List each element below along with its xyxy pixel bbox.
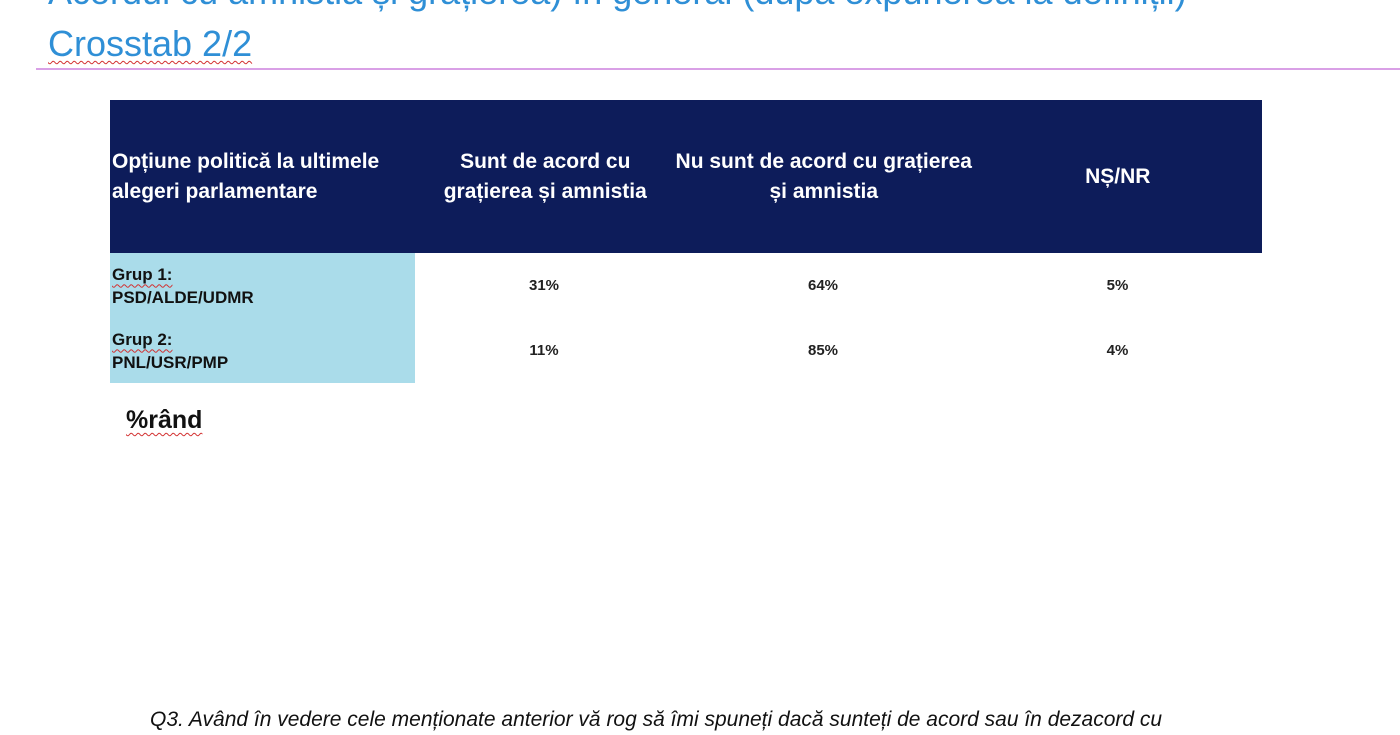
crosstab-table: Opțiune politică la ultimele alegeri par… — [110, 100, 1262, 383]
row-label-parties: PNL/USR/PMP — [112, 352, 229, 372]
slide-title-line-1: Acordul cu amnistia și grațierea) în gen… — [48, 0, 1187, 12]
table-row: Grup 1: PSD/ALDE/UDMR 31% 64% 5% — [110, 253, 1262, 318]
slide-title-line-2: Crosstab 2/2 — [48, 23, 253, 64]
cell-disagree: 85% — [807, 342, 839, 359]
row-label-group: Grup 2: — [112, 329, 173, 349]
table-header-row: Opțiune politică la ultimele alegeri par… — [110, 100, 1262, 253]
row-label-group: Grup 1: — [112, 264, 173, 284]
row-label: Grup 1: PSD/ALDE/UDMR — [110, 253, 415, 318]
cell-dont-know: 4% — [1106, 342, 1129, 359]
cell-agree: 31% — [528, 277, 560, 294]
row-label-parties: PSD/ALDE/UDMR — [112, 287, 254, 307]
cell-disagree: 64% — [807, 277, 839, 294]
header-political-option: Opțiune politică la ultimele alegeri par… — [112, 149, 380, 203]
table-row: Grup 2: PNL/USR/PMP 11% 85% 4% — [110, 318, 1262, 383]
title-divider — [36, 68, 1400, 70]
question-text: Q3. Având în vedere cele menționate ante… — [150, 708, 1163, 731]
header-dont-know: NȘ/NR — [1085, 164, 1151, 188]
cell-dont-know: 5% — [1106, 277, 1129, 294]
header-disagree: Nu sunt de acord cu grațierea și amnisti… — [675, 149, 972, 203]
percent-basis-note: %rând — [126, 406, 203, 434]
row-label: Grup 2: PNL/USR/PMP — [110, 318, 415, 383]
cell-agree: 11% — [529, 342, 559, 359]
header-agree: Sunt de acord cu grațierea și amnistia — [443, 149, 647, 203]
